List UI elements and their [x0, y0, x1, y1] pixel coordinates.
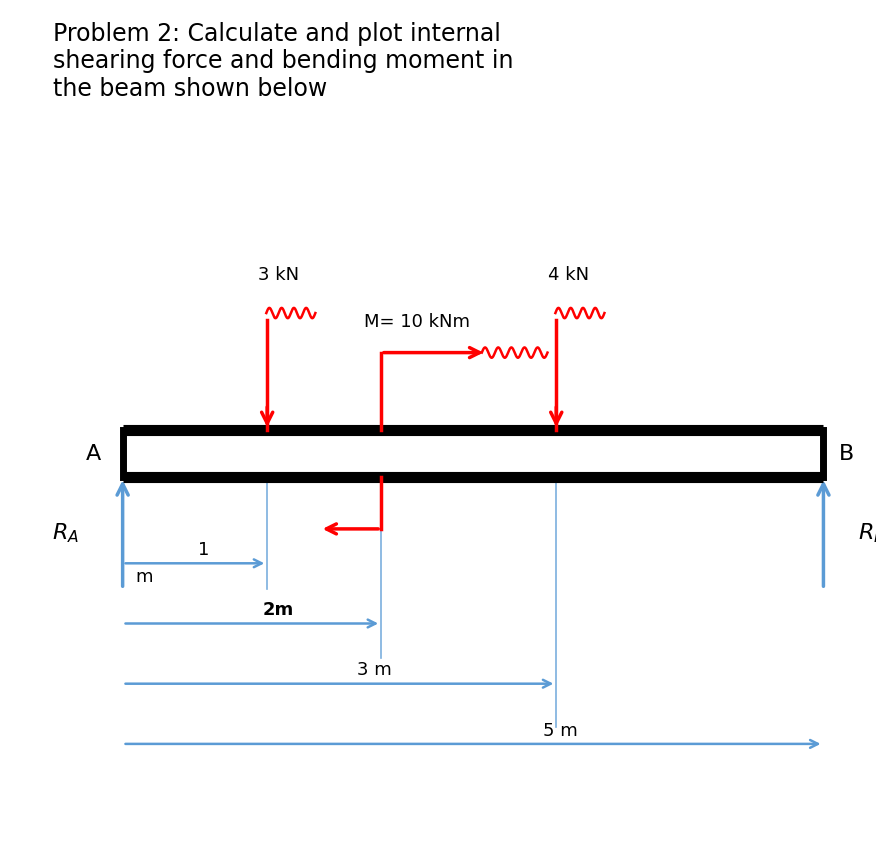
Text: m: m	[136, 568, 153, 586]
Text: B: B	[839, 444, 854, 464]
Text: 5 m: 5 m	[543, 722, 578, 740]
Text: A: A	[86, 444, 101, 464]
Bar	[123, 430, 823, 477]
Text: $R_A$: $R_A$	[53, 521, 79, 545]
Text: 2m: 2m	[263, 601, 293, 619]
Text: 3 kN: 3 kN	[258, 266, 300, 284]
Text: M= 10 kNm: M= 10 kNm	[364, 313, 470, 331]
Text: 3 m: 3 m	[357, 661, 392, 679]
Text: $R_B$: $R_B$	[858, 521, 876, 545]
Text: 4 kN: 4 kN	[548, 266, 589, 284]
Text: Problem 2: Calculate and plot internal
shearing force and bending moment in
the : Problem 2: Calculate and plot internal s…	[53, 22, 513, 101]
Text: 1: 1	[198, 541, 209, 559]
